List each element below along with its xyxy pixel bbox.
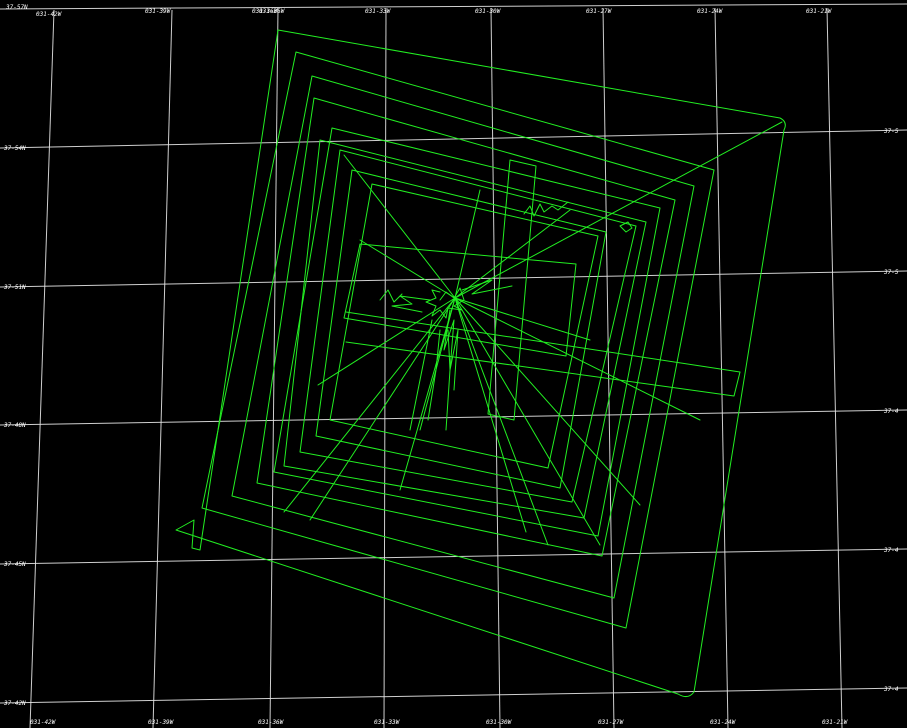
- parallel-line: [0, 129, 907, 149]
- meridian-line: [383, 7, 387, 728]
- lon-label-bottom: 031-21W: [822, 719, 849, 726]
- lon-label-top: 031-30W: [475, 8, 502, 15]
- meridian-line: [29, 9, 55, 728]
- track-loop-3: [231, 75, 695, 599]
- track-spoke: [454, 209, 571, 299]
- lon-label-top: 031-21W: [806, 8, 833, 15]
- track-spoke: [454, 121, 783, 299]
- track-spoke: [419, 297, 456, 431]
- track-center-cluster: [391, 279, 513, 391]
- lat-label-left: 37-54N: [3, 145, 26, 152]
- parallel-line: [0, 687, 907, 704]
- lon-label-top: 031-36W: [252, 8, 279, 15]
- lon-label-bottom: 031-27W: [598, 719, 625, 726]
- track-spoke: [343, 154, 456, 299]
- track-spoke: [454, 189, 481, 299]
- meridian-line: [152, 9, 173, 728]
- track-loop-9: [329, 183, 599, 469]
- lat-label-right: 37-5: [883, 128, 899, 135]
- lat-label-left: 37-45N: [3, 561, 26, 568]
- lon-label-top: 031-24W: [697, 8, 724, 15]
- track-loop-10: [343, 243, 577, 357]
- track-center-trail: [409, 319, 451, 431]
- parallel-line: [0, 548, 907, 565]
- parallel-line: [0, 3, 907, 10]
- lat-label-left: 37-48N: [3, 422, 26, 429]
- parallel-line: [0, 270, 907, 288]
- track-wiggle: [379, 201, 633, 303]
- lat-label-right: 37-4: [883, 686, 899, 693]
- parallel-line: [0, 409, 907, 426]
- lon-label-bottom: 031-33W: [374, 719, 401, 726]
- track-outer-loop: [175, 29, 786, 698]
- meridian-line: [826, 7, 843, 728]
- lon-label-top: 031-42W: [36, 11, 63, 18]
- lon-label-bottom: 031-42W: [30, 719, 57, 726]
- track-spoke: [454, 297, 601, 546]
- track-spoke: [399, 297, 456, 491]
- lon-label-bottom: 031-39W: [148, 719, 175, 726]
- track-spoke: [317, 297, 456, 386]
- lon-label-bottom: 031-30W: [486, 719, 513, 726]
- track-spoke: [454, 297, 527, 533]
- track-spoke: [454, 297, 701, 421]
- lat-label-left: 37-51N: [3, 284, 26, 291]
- meridian-line: [602, 7, 615, 728]
- track-loop-5: [273, 127, 661, 537]
- top-corner-label: 37-57N: [5, 4, 28, 11]
- top-overlap-label: 031-36W: [259, 8, 286, 15]
- track-spoke: [283, 297, 456, 513]
- track-loop-2: [201, 51, 715, 629]
- latitude-grid: [0, 3, 907, 704]
- lat-label-right: 37-5: [883, 269, 899, 276]
- track-loop-7: [299, 149, 637, 503]
- track-spoke: [454, 297, 549, 546]
- lon-label-top: 031-39W: [145, 8, 172, 15]
- lat-label-right: 37-4: [883, 408, 899, 415]
- track-spoke: [454, 297, 641, 506]
- track-spoke: [359, 239, 456, 299]
- lat-label-right: 37-4: [883, 547, 899, 554]
- lon-label-bottom: 031-36W: [258, 719, 285, 726]
- meridian-line: [714, 7, 729, 728]
- track-loop-4: [256, 97, 676, 557]
- lon-label-top: 031-27W: [586, 8, 613, 15]
- survey-track: [175, 29, 786, 698]
- track-loop-8: [315, 169, 607, 489]
- grid-labels: 37-57N 031-36W 031-42W 031-39W 031-36W 0…: [3, 4, 899, 726]
- track-spoke: [454, 297, 591, 341]
- track-loop-11: [487, 159, 537, 421]
- lon-label-bottom: 031-24W: [710, 719, 737, 726]
- lat-label-left: 37-42N: [3, 700, 26, 707]
- lon-label-top: 031-33W: [365, 8, 392, 15]
- track-spoke: [309, 297, 456, 521]
